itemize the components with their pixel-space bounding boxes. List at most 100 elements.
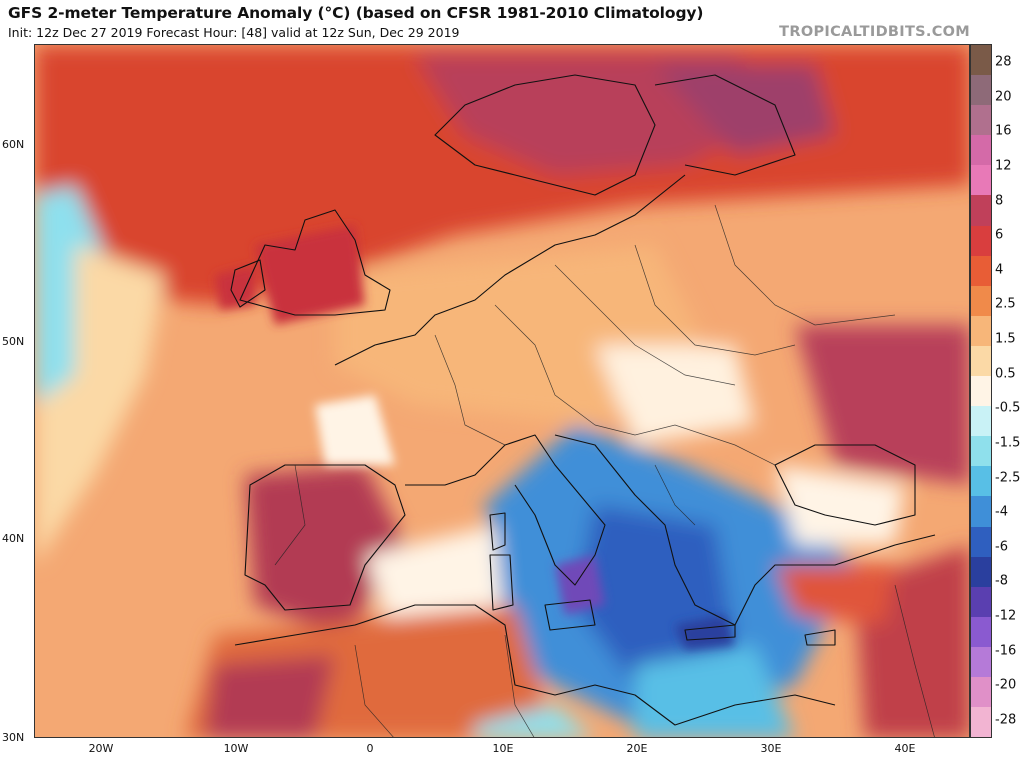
border-3 — [554, 264, 736, 386]
sardinia-coast — [489, 554, 514, 611]
colorbar-swatch — [971, 345, 991, 377]
colorbar-label: 1.5 — [995, 331, 1016, 347]
colorbar-swatch — [971, 75, 991, 106]
border-8 — [274, 464, 306, 566]
colorbar-swatch — [971, 646, 991, 677]
colorbar-label: 6 — [995, 227, 1004, 243]
libya-cool — [635, 645, 795, 737]
colorbar-label: 16 — [995, 123, 1012, 139]
colorbar-label: -16 — [995, 643, 1017, 659]
crete-coast — [684, 624, 736, 641]
colorbar-swatch — [971, 707, 991, 738]
colorbar-label: -6 — [995, 539, 1008, 555]
map-canvas — [35, 45, 969, 737]
colorbar-label: -2.5 — [995, 470, 1021, 486]
colorbar-swatch — [971, 135, 991, 166]
britain-coast — [239, 209, 391, 316]
colorbar — [970, 44, 992, 738]
forecast-info: Init: 12z Dec 27 2019 Forecast Hour: [48… — [8, 25, 460, 40]
brand-watermark: TROPICALTIDBITS.COM — [779, 24, 970, 40]
iberia-coast — [244, 464, 406, 611]
ireland-warm — [215, 265, 255, 310]
border-6 — [594, 424, 776, 466]
north-coast — [334, 174, 686, 366]
border-7 — [654, 464, 696, 526]
border-1 — [434, 334, 506, 446]
colorbar-swatch — [971, 225, 991, 256]
border-5 — [714, 204, 896, 326]
lon-label: 40E — [894, 742, 916, 755]
lat-label: 60N — [2, 138, 25, 151]
britain-warm — [255, 225, 365, 325]
colorbar-label: 8 — [995, 193, 1004, 209]
lon-label: 20W — [88, 742, 114, 755]
country-borders — [274, 204, 935, 737]
border-9 — [354, 644, 394, 737]
colorbar-label: 0.5 — [995, 366, 1016, 382]
colorbar-swatch — [971, 556, 991, 587]
colorbar-swatch — [971, 496, 991, 527]
alps-neutral — [595, 345, 755, 445]
lat-label: 40N — [2, 532, 25, 545]
colorbar-swatch — [971, 436, 991, 467]
calabria-cold — [555, 555, 605, 615]
colorbar-label: -20 — [995, 677, 1017, 693]
colorbar-swatch — [971, 586, 991, 617]
lat-label: 30N — [2, 731, 25, 744]
colorbar-swatch — [971, 376, 991, 407]
coastlines — [230, 74, 936, 726]
colorbar-label: -1.5 — [995, 435, 1021, 451]
colorbar-label: -0.5 — [995, 400, 1021, 416]
colorbar-swatch — [971, 526, 991, 557]
colorbar-label: 4 — [995, 262, 1004, 278]
border-2 — [494, 304, 596, 426]
atlantic-cool — [35, 185, 105, 405]
finland-coast — [654, 74, 796, 176]
colorbar-swatch — [971, 195, 991, 226]
colorbar-label: 20 — [995, 89, 1012, 105]
anomaly-map[interactable] — [34, 44, 970, 738]
colorbar-label: 28 — [995, 54, 1012, 70]
iberia-warm — [245, 465, 405, 635]
colorbar-swatch — [971, 676, 991, 708]
colorbar-swatch — [971, 285, 991, 316]
cyprus-coast — [804, 629, 836, 646]
anomaly-details — [215, 225, 735, 650]
lon-label: 20E — [626, 742, 648, 755]
tunisia-coast — [475, 705, 593, 737]
italy-coast — [405, 434, 606, 586]
turkey-warm — [775, 565, 895, 625]
lon-label: 0 — [366, 742, 374, 755]
lon-label: 30E — [760, 742, 782, 755]
colorbar-swatch — [971, 616, 991, 647]
colorbar-label: -4 — [995, 504, 1008, 520]
colorbar-swatch — [971, 315, 991, 346]
ireland-coast — [230, 259, 266, 308]
colorbar-swatch — [971, 466, 991, 497]
border-4 — [634, 244, 796, 356]
colorbar-label: -8 — [995, 573, 1008, 589]
africa-coast — [234, 604, 836, 726]
colorbar-label: -28 — [995, 712, 1017, 728]
colorbar-label: 12 — [995, 158, 1012, 174]
lon-label: 10E — [492, 742, 514, 755]
biscay-neutral — [315, 395, 395, 465]
colorbar-swatch — [971, 165, 991, 196]
colorbar-swatch — [971, 105, 991, 136]
colorbar-swatch — [971, 255, 991, 286]
balkans-coast — [554, 434, 936, 626]
lat-label: 50N — [2, 335, 25, 348]
colorbar-label: -12 — [995, 608, 1017, 624]
sicily-coast — [544, 599, 596, 631]
black-sea-coast — [774, 444, 916, 526]
lon-label: 10W — [223, 742, 249, 755]
morocco-warm — [205, 655, 335, 737]
border-10 — [504, 634, 535, 737]
border-11 — [894, 584, 935, 737]
finland-warm — [655, 65, 835, 155]
colorbar-label: 2.5 — [995, 296, 1016, 312]
colorbar-swatch — [971, 406, 991, 437]
scandinavia-coast — [434, 74, 656, 196]
corsica-coast — [489, 512, 506, 551]
colorbar-swatch — [971, 45, 991, 76]
